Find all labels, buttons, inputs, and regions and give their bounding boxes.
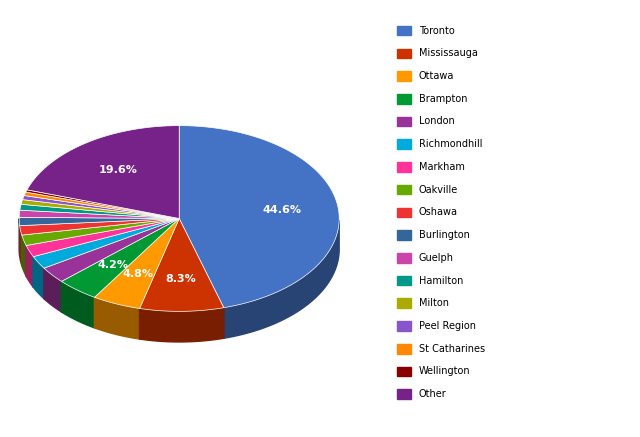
Polygon shape (20, 218, 179, 256)
Polygon shape (44, 218, 179, 281)
Text: Toronto: Toronto (419, 26, 454, 35)
Polygon shape (95, 218, 179, 309)
Polygon shape (140, 308, 224, 342)
Polygon shape (61, 218, 179, 312)
Text: 44.6%: 44.6% (262, 205, 301, 215)
Polygon shape (21, 200, 179, 218)
Text: Other: Other (419, 389, 446, 399)
Bar (397, 276, 411, 285)
Polygon shape (22, 218, 179, 246)
Polygon shape (24, 192, 179, 218)
Polygon shape (22, 195, 179, 218)
Polygon shape (20, 218, 179, 235)
Text: Brampton: Brampton (419, 94, 467, 104)
Text: 19.6%: 19.6% (99, 165, 138, 175)
Text: Oshawa: Oshawa (419, 208, 458, 217)
Polygon shape (179, 218, 224, 338)
Polygon shape (22, 235, 26, 276)
Bar (397, 185, 411, 194)
Text: Richmondhill: Richmondhill (419, 139, 482, 149)
Polygon shape (22, 218, 179, 266)
Bar (397, 253, 411, 263)
Polygon shape (20, 218, 179, 256)
Polygon shape (44, 218, 179, 299)
Bar (397, 139, 411, 149)
Text: Guelph: Guelph (419, 253, 454, 263)
Polygon shape (26, 218, 179, 276)
Polygon shape (33, 218, 179, 287)
Bar (397, 344, 411, 354)
Polygon shape (33, 218, 179, 287)
Polygon shape (61, 218, 179, 312)
Polygon shape (140, 218, 179, 339)
Polygon shape (27, 126, 179, 218)
Polygon shape (33, 218, 179, 268)
Text: 4.8%: 4.8% (123, 269, 154, 279)
Polygon shape (140, 218, 179, 339)
Text: Mississauga: Mississauga (419, 49, 477, 58)
Text: London: London (419, 117, 454, 126)
Polygon shape (179, 218, 224, 338)
Polygon shape (61, 281, 95, 328)
Polygon shape (61, 218, 179, 297)
Text: Burlington: Burlington (419, 230, 469, 240)
Polygon shape (20, 204, 179, 218)
Polygon shape (26, 218, 179, 276)
Polygon shape (95, 297, 140, 339)
Text: 8.3%: 8.3% (166, 274, 196, 284)
Text: Oakville: Oakville (419, 185, 458, 194)
Text: Wellington: Wellington (419, 367, 470, 376)
Polygon shape (179, 126, 339, 308)
Text: Markham: Markham (419, 162, 465, 172)
Polygon shape (44, 268, 61, 312)
Polygon shape (224, 220, 339, 338)
Polygon shape (20, 225, 22, 266)
Polygon shape (22, 218, 179, 266)
Polygon shape (19, 217, 179, 225)
Polygon shape (26, 218, 179, 257)
Polygon shape (33, 257, 44, 299)
Text: Ottawa: Ottawa (419, 71, 454, 81)
Text: Hamilton: Hamilton (419, 276, 463, 285)
Bar (397, 389, 411, 399)
Polygon shape (19, 210, 179, 218)
Text: Milton: Milton (419, 298, 449, 308)
Bar (397, 367, 411, 376)
Bar (397, 94, 411, 104)
Bar (397, 298, 411, 308)
Bar (397, 71, 411, 81)
Bar (397, 162, 411, 172)
Bar (397, 117, 411, 126)
Bar (397, 26, 411, 35)
Bar (397, 321, 411, 331)
Polygon shape (26, 246, 33, 287)
Polygon shape (26, 190, 179, 218)
Text: 4.2%: 4.2% (97, 260, 128, 270)
Polygon shape (95, 218, 179, 328)
Polygon shape (44, 218, 179, 299)
Bar (397, 208, 411, 217)
Bar (397, 230, 411, 240)
Text: Peel Region: Peel Region (419, 321, 476, 331)
Bar (397, 49, 411, 58)
Polygon shape (140, 218, 224, 311)
Polygon shape (95, 218, 179, 328)
Text: St Catharines: St Catharines (419, 344, 484, 354)
